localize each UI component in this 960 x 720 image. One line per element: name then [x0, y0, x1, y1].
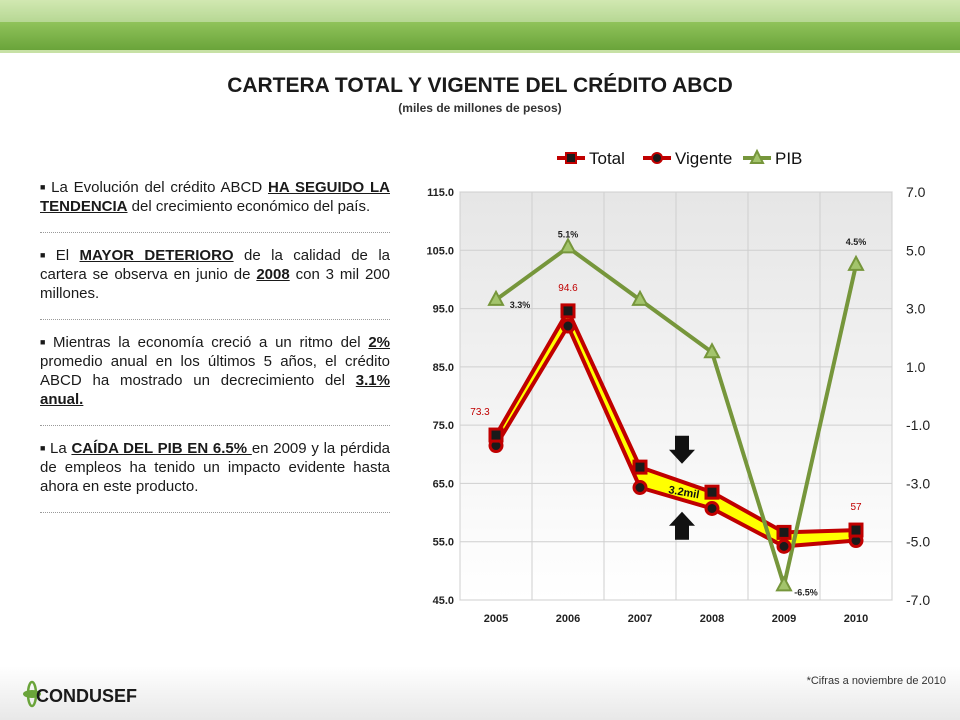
x-axis-tick-label: 2008: [700, 613, 724, 625]
legend-label: Vigente: [675, 149, 732, 168]
right-axis-tick-label: -5.0: [906, 534, 930, 550]
pib-point: [847, 254, 865, 271]
bullet-text: del crecimiento económico del país.: [127, 198, 371, 215]
footer-bar: [0, 666, 960, 720]
pib-point: [703, 342, 721, 359]
bullet-list: ■ La Evolución del crédito ABCD HA SEGUID…: [40, 178, 390, 526]
left-axis-tick-label: 85.0: [433, 362, 454, 374]
bullet-emphasis: 3.1% anual.: [40, 372, 390, 408]
x-axis-tick-label: 2005: [484, 613, 508, 625]
bullet-emphasis: CAÍDA DEL PIB EN 6.5%: [71, 440, 252, 457]
bullet-item: ■ Mientras la economía creció a un ritmo …: [40, 333, 390, 426]
pib-point: [559, 237, 577, 254]
x-axis-tick-label: 2010: [844, 613, 868, 625]
bullet-emphasis: 2%: [368, 334, 391, 351]
left-axis-tick-label: 115.0: [427, 187, 454, 199]
vigente-point: [776, 538, 792, 554]
pib-point: [487, 289, 505, 306]
total-data-label: 57: [850, 502, 862, 513]
bullet-text: El: [55, 247, 80, 264]
header-banner: [0, 0, 960, 50]
pib-data-label: 4.5%: [846, 237, 867, 247]
series-line-vigente: [494, 324, 857, 549]
total-point: [488, 427, 504, 443]
legend-label: Total: [589, 149, 625, 168]
bullet-item: ■ La Evolución del crédito ABCD HA SEGUID…: [40, 178, 390, 233]
x-axis-tick-label: 2006: [556, 613, 580, 625]
x-axis-tick-label: 2009: [772, 613, 796, 625]
bullet-marker-icon: ■: [40, 250, 52, 260]
right-axis-tick-label: 5.0: [906, 242, 926, 258]
left-axis-tick-label: 65.0: [433, 478, 454, 490]
arrow-down-icon: [669, 435, 695, 464]
condusef-logo-icon: [23, 680, 41, 708]
bullet-text: La: [50, 440, 72, 457]
total-point: [776, 524, 792, 540]
right-axis-tick-label: -7.0: [906, 592, 930, 608]
arrow-up-icon: [669, 511, 695, 540]
bullet-marker-icon: ■: [40, 443, 47, 453]
right-axis-tick-label: -3.0: [906, 475, 930, 491]
legend-marker-icon: [749, 148, 765, 164]
bullet-text: promedio anual en los últimos 5 años, el…: [40, 353, 390, 389]
right-axis-tick-label: 7.0: [906, 184, 926, 200]
bullet-text: de la calidad de la cartera se observa e…: [40, 247, 391, 283]
bullet-text: en 2009 y la pérdida de empleos ha tenid…: [40, 440, 391, 495]
left-axis-tick-label: 55.0: [433, 537, 454, 549]
header-divider: [0, 50, 960, 53]
bullet-marker-icon: ■: [40, 337, 50, 347]
bullet-item: ■ El MAYOR DETERIORO de la calidad de la …: [40, 246, 390, 320]
pib-point: [631, 289, 649, 306]
page-subtitle: (miles de millones de pesos): [398, 101, 562, 115]
bullet-item: ■ La CAÍDA DEL PIB EN 6.5% en 2009 y la p…: [40, 439, 390, 513]
bullet-text: Mientras la economía creció a un ritmo d…: [53, 334, 369, 351]
line-chart: 115.0 105.0 95.0 85.0 75.0 65.0 55.0 45.0 7.0 5.0…: [426, 148, 930, 625]
left-axis-tick-label: 105.0: [426, 245, 454, 257]
pib-data-label: 5.1%: [558, 229, 579, 239]
pib-point: [775, 575, 793, 592]
gap-annotation: 3.2mil: [667, 484, 700, 501]
legend-marker-icon: [565, 152, 577, 164]
x-axis-tick-label: 2007: [628, 613, 652, 625]
page-title: CARTERA TOTAL Y VIGENTE DEL CRÉDITO ABCD: [227, 74, 733, 97]
left-axis-tick-label: 45.0: [433, 595, 454, 607]
total-data-label: 94.6: [558, 283, 578, 294]
bullet-emphasis: 2008: [256, 266, 290, 283]
left-axis-tick-label: 75.0: [433, 420, 454, 432]
left-axis-tick-label: 95.0: [433, 304, 454, 316]
footnote: *Cifras a noviembre de 2010: [806, 675, 946, 687]
vigente-point: [632, 480, 648, 496]
series-line-pib: [494, 245, 858, 588]
condusef-logo: CONDUSEF: [36, 686, 138, 706]
right-axis-tick-label: -1.0: [906, 417, 930, 433]
total-point: [704, 484, 720, 500]
bullet-text: con 3 mil 200 millones.: [40, 266, 390, 302]
right-axis-tick-label: 1.0: [906, 359, 926, 375]
bullet-text: La Evolución del crédito ABCD: [51, 179, 268, 196]
bullet-emphasis: MAYOR DETERIORO: [79, 247, 234, 264]
total-point: [560, 303, 576, 319]
pib-data-label: 3.3%: [510, 300, 531, 310]
bullet-marker-icon: ■: [40, 182, 48, 192]
pib-data-label: -6.5%: [794, 587, 818, 597]
legend-label: PIB: [775, 149, 802, 168]
right-axis-tick-label: 3.0: [906, 301, 926, 317]
vigente-point: [704, 500, 720, 516]
total-point: [632, 459, 648, 475]
legend-marker-icon: [651, 152, 663, 164]
total-data-label: 73.3: [470, 407, 490, 418]
vigente-point: [560, 318, 576, 334]
bullet-emphasis: HA SEGUIDO LA TENDENCIA: [40, 179, 390, 215]
total-point: [848, 522, 864, 538]
